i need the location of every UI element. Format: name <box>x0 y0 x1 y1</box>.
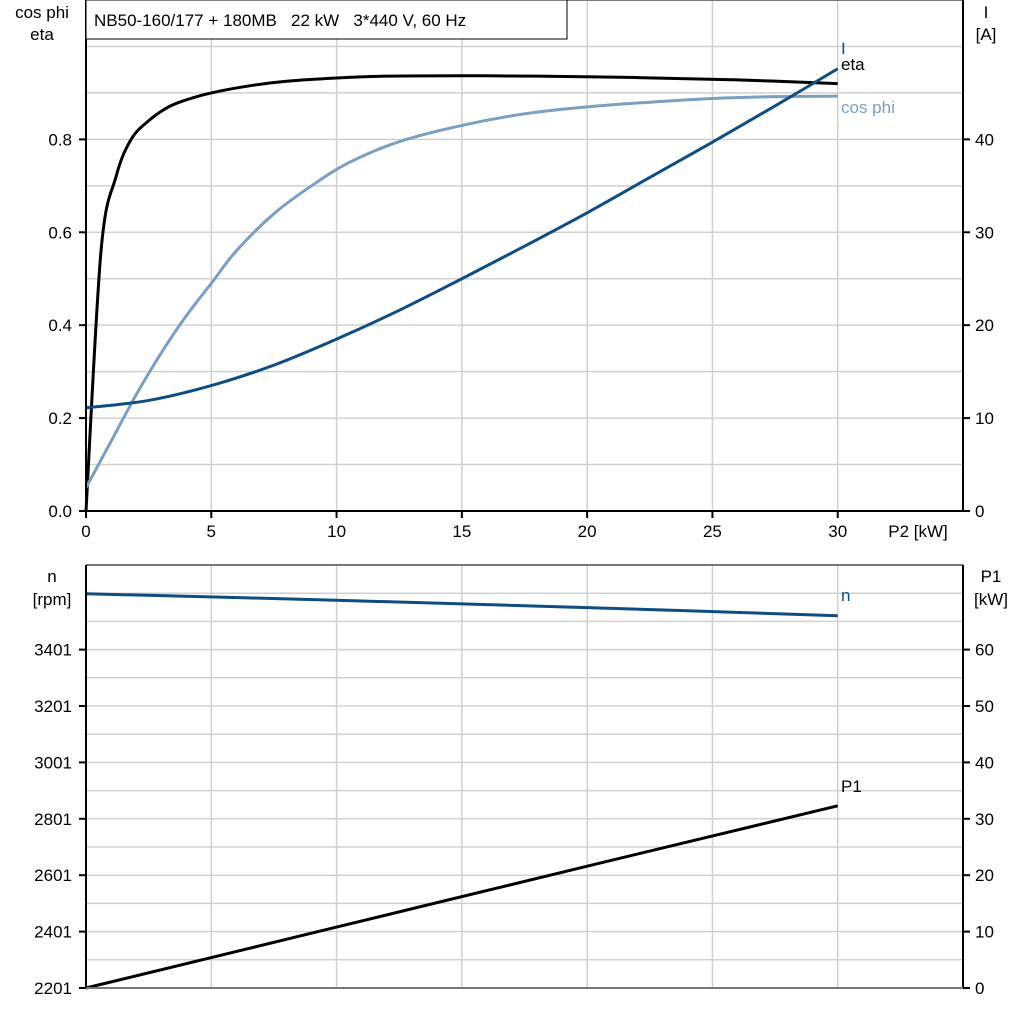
left-tick-label: 2201 <box>34 979 72 998</box>
left-tick-label: 3201 <box>34 697 72 716</box>
series-line-eta <box>84 74 838 512</box>
right-axis-label-i: I <box>984 3 989 22</box>
title-box <box>85 0 568 40</box>
bottom-right-axis-label-p1: P1 <box>981 567 1002 586</box>
right-tick-label: 0 <box>975 502 984 521</box>
right-tick-label: 30 <box>975 810 994 829</box>
left-tick-label: 0.0 <box>48 502 72 521</box>
left-axis-label-eta: eta <box>30 25 54 44</box>
series-label-cosphi: cos phi <box>841 98 895 117</box>
x-tick-label: 25 <box>703 522 722 541</box>
series-label-i: I <box>841 39 846 58</box>
x-tick-label: 10 <box>327 522 346 541</box>
left-tick-label: 0.8 <box>48 130 72 149</box>
left-tick-label: 3401 <box>34 641 72 660</box>
series-label-eta: eta <box>841 55 865 74</box>
x-tick-label: 20 <box>578 522 597 541</box>
series-label-p1: P1 <box>841 777 862 796</box>
x-axis-label: P2 [kW] <box>888 522 948 541</box>
left-tick-label: 0.4 <box>48 316 72 335</box>
chart-title: NB50-160/177 + 180MB 22 kW 3*440 V, 60 H… <box>94 11 466 30</box>
right-tick-label: 0 <box>975 979 984 998</box>
right-tick-label: 50 <box>975 697 994 716</box>
left-tick-label: 2401 <box>34 923 72 942</box>
top-plot-grid <box>86 0 963 511</box>
right-tick-label: 20 <box>975 316 994 335</box>
right-tick-label: 20 <box>975 866 994 885</box>
series-line-p1 <box>85 804 839 990</box>
left-tick-label: 2601 <box>34 866 72 885</box>
series-line-n <box>85 592 838 618</box>
series-lines <box>84 67 839 990</box>
bottom-right-axis-unit-kw: [kW] <box>974 590 1008 609</box>
x-tick-label: 30 <box>828 522 847 541</box>
x-tick-label: 15 <box>452 522 471 541</box>
right-tick-label: 60 <box>975 641 994 660</box>
bottom-left-axis-unit-rpm: [rpm] <box>33 590 72 609</box>
right-tick-label: 10 <box>975 923 994 942</box>
x-tick-label: 5 <box>207 522 216 541</box>
right-axis-unit-a: [A] <box>976 25 997 44</box>
axes <box>79 0 970 989</box>
x-tick-label: 0 <box>81 522 90 541</box>
left-tick-label: 2801 <box>34 810 72 829</box>
right-tick-label: 30 <box>975 223 994 242</box>
series-line-cos-phi <box>84 94 838 489</box>
tick-labels: 0.0 0.2 0.4 0.6 0.8 0 10 20 30 40 0 5 10 15 20 25 30 2201… <box>34 130 994 998</box>
right-tick-label: 40 <box>975 753 994 772</box>
right-tick-label: 10 <box>975 409 994 428</box>
left-tick-label: 3001 <box>34 753 72 772</box>
right-tick-label: 40 <box>975 130 994 149</box>
bottom-plot-grid <box>86 565 963 988</box>
left-tick-label: 0.2 <box>48 409 72 428</box>
series-line-i <box>85 67 839 410</box>
left-axis-label-cosphi: cos phi <box>15 3 69 22</box>
series-label-n: n <box>841 586 850 605</box>
bottom-left-axis-label-n: n <box>47 567 56 586</box>
left-tick-label: 0.6 <box>48 223 72 242</box>
